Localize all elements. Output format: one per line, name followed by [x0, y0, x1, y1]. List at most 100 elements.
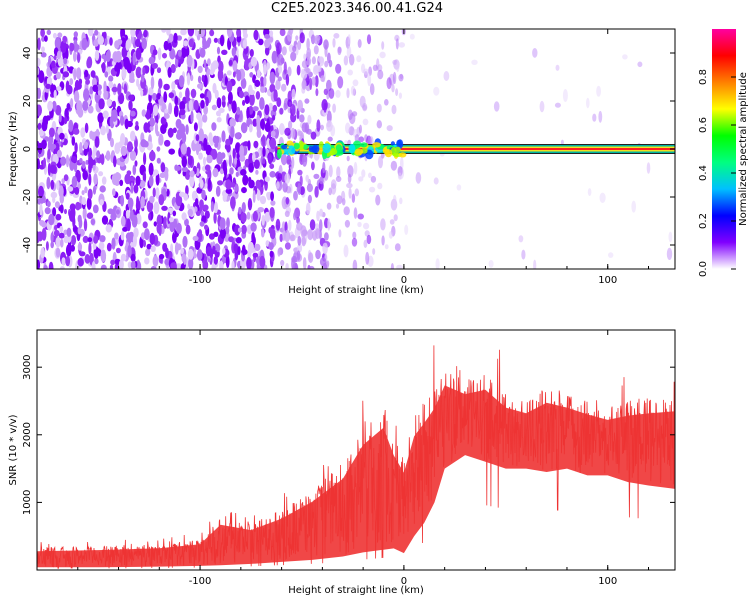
signal-blob	[281, 144, 288, 150]
noise-blob	[110, 259, 115, 266]
noise-blob	[93, 39, 99, 47]
noise-blob	[94, 29, 99, 36]
noise-blob	[297, 40, 302, 51]
noise-blob	[291, 156, 295, 169]
noise-blob	[119, 179, 124, 186]
noise-blob	[53, 54, 57, 61]
snr-series	[37, 345, 675, 569]
noise-blob	[277, 248, 281, 257]
noise-blob	[258, 38, 264, 46]
noise-blob	[213, 231, 219, 237]
signal-blob	[322, 143, 331, 154]
noise-blob	[65, 244, 72, 257]
noise-blob	[391, 104, 397, 115]
spectrogram-ytick-label: 40	[22, 47, 33, 60]
noise-blob	[395, 60, 400, 72]
spectrogram-ytick-label: 0	[22, 146, 33, 152]
noise-blob	[65, 255, 71, 267]
noise-blob	[562, 89, 568, 102]
noise-blob	[125, 192, 130, 200]
noise-blob	[63, 174, 69, 182]
noise-blob	[264, 104, 270, 116]
noise-blob	[213, 256, 218, 265]
noise-blob	[246, 211, 251, 220]
noise-blob	[244, 95, 250, 104]
noise-blob	[242, 174, 249, 186]
noise-blob	[343, 244, 349, 258]
snr-xlabel: Height of straight line (km)	[288, 585, 424, 596]
noise-blob	[256, 69, 261, 79]
noise-blob	[266, 192, 271, 201]
noise-blob	[269, 30, 274, 37]
noise-blob	[158, 223, 162, 236]
noise-blob	[222, 247, 226, 255]
noise-blob	[394, 243, 401, 252]
noise-blob	[238, 206, 242, 215]
noise-blob	[304, 98, 310, 104]
noise-blob	[272, 114, 276, 121]
noise-blob	[214, 89, 219, 99]
noise-blob	[253, 29, 259, 41]
noise-blob	[195, 210, 201, 216]
noise-blob	[267, 153, 273, 165]
noise-blob	[352, 79, 359, 87]
noise-blob	[111, 109, 118, 122]
noise-blob	[163, 83, 170, 91]
noise-blob	[326, 110, 332, 124]
noise-blob	[336, 195, 343, 205]
noise-blob	[330, 125, 336, 137]
noise-blob	[363, 222, 370, 230]
noise-blob	[74, 186, 80, 195]
noise-blob	[119, 160, 125, 167]
noise-blob	[42, 195, 46, 204]
noise-blob	[77, 242, 83, 251]
noise-blob	[320, 75, 325, 82]
noise-blob	[668, 231, 673, 243]
noise-blob	[296, 216, 300, 224]
noise-blob	[111, 237, 116, 250]
noise-blob	[599, 192, 606, 203]
noise-blob	[140, 196, 145, 209]
noise-blob	[118, 259, 124, 269]
noise-blob	[284, 229, 291, 243]
noise-blob	[370, 175, 377, 183]
noise-blob	[174, 95, 179, 106]
noise-blob	[384, 244, 389, 250]
noise-blob	[94, 94, 99, 101]
noise-blob	[337, 76, 344, 89]
noise-blob	[44, 207, 51, 215]
noise-blob	[354, 188, 359, 197]
noise-blob	[72, 215, 76, 228]
noise-blob	[103, 36, 108, 46]
noise-blob	[53, 229, 60, 237]
noise-blob	[180, 247, 184, 255]
noise-blob	[117, 38, 123, 46]
signal-blob	[288, 145, 296, 155]
noise-blob	[110, 137, 114, 148]
noise-blob	[187, 155, 193, 166]
noise-blob	[390, 263, 394, 269]
noise-blob	[386, 77, 392, 90]
noise-blob	[255, 91, 261, 100]
noise-blob	[646, 162, 651, 174]
noise-blob	[302, 77, 306, 89]
noise-blob	[70, 244, 75, 252]
colorbar-tick-label: 0.4	[698, 165, 709, 181]
noise-blob	[202, 36, 207, 48]
noise-blob	[132, 53, 136, 66]
noise-blob	[207, 37, 212, 45]
noise-blob	[209, 29, 215, 37]
noise-blob	[295, 35, 299, 41]
noise-blob	[73, 128, 80, 135]
noise-blob	[206, 154, 213, 164]
noise-blob	[404, 224, 409, 235]
noise-blob	[377, 182, 383, 190]
noise-blob	[352, 259, 358, 269]
noise-blob	[337, 46, 342, 56]
noise-blob	[204, 224, 209, 231]
signal-blob	[302, 144, 309, 151]
noise-blob	[120, 145, 128, 156]
noise-blob	[343, 206, 350, 216]
noise-blob	[211, 263, 216, 269]
noise-blob	[311, 161, 315, 171]
